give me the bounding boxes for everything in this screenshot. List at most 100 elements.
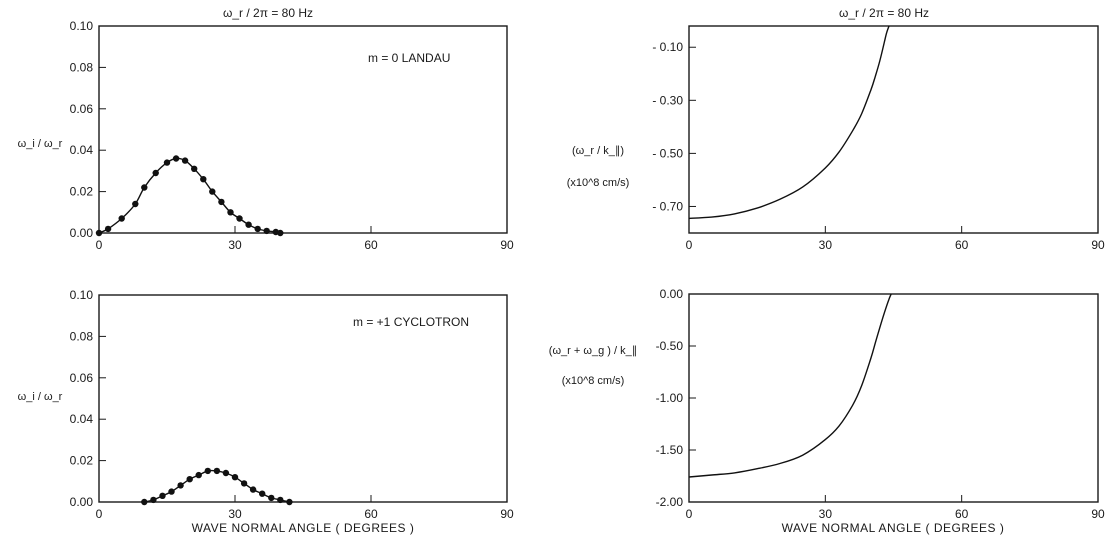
data-point [218,198,225,206]
y-tick-label: -2.00 [656,495,684,509]
data-point [159,492,166,499]
panel-resonance-velocity-ylabel-units: (x10^8 cm/s) [562,375,625,387]
panel-landau-curve [98,157,281,234]
x-tick-label: 30 [819,507,833,521]
data-point [191,165,198,172]
panel-resonance-velocity-xlabel: WAVE NORMAL ANGLE ( DEGREES ) [782,521,1005,535]
x-tick-label: 90 [500,238,514,252]
data-point [240,480,248,487]
data-point [118,215,125,222]
y-tick-label: 0.00 [70,226,94,240]
panel-resonance-velocity-x-ticks: 0 30 60 90 [686,495,1105,521]
x-tick-label: 0 [686,507,693,521]
data-point [172,155,180,162]
data-point [204,467,211,475]
panel-phase-velocity: ω_r / 2π = 80 Hz (ω_r / k_∥) (x10^8 cm/s… [567,6,1105,252]
panel-landau-x-ticks: 0 30 60 90 [96,226,514,252]
panel-cyclotron-curve [144,469,290,503]
y-tick-label: 0.00 [660,287,684,301]
y-tick-label: - 0.10 [652,40,683,54]
x-tick-label: 0 [96,238,103,252]
panel-cyclotron: m = +1 CYCLOTRON ω_i / ω_r 0.000.020.040… [18,288,514,535]
data-point [141,498,148,506]
panel-cyclotron-ylabel: ω_i / ω_r [18,391,63,403]
panel-resonance-velocity-curve [688,293,892,478]
data-point [249,486,257,493]
panel-landau-y-ticks: 0.00 0.02 0.04 0.06 0.08 0.10 [70,19,106,240]
y-tick-label: 0.06 [70,102,94,116]
data-point [259,490,266,497]
y-tick-label: 0.08 [70,60,94,74]
y-tick-label: 0.00 [70,495,94,509]
data-point [181,157,189,164]
data-point [186,476,193,483]
data-point [200,176,207,183]
x-tick-label: 0 [686,238,693,252]
y-tick-label: -1.00 [656,391,684,405]
panel-cyclotron-x-ticks: 0 30 60 90 [96,495,514,521]
data-point [227,209,234,216]
data-point [277,229,284,237]
y-tick-label: 0.08 [70,329,94,343]
panel-resonance-velocity-ylabel: (ω_r + ω_g ) / k_∥ [549,345,637,357]
panel-phase-velocity-curve [688,25,890,220]
data-point [263,227,270,235]
x-tick-label: 90 [1091,507,1105,521]
data-point [152,169,159,177]
data-point [141,184,148,191]
y-tick-label: 0.10 [70,19,94,33]
panel-phase-velocity-title: ω_r / 2π = 80 Hz [839,6,929,20]
x-tick-label: 60 [955,507,969,521]
x-tick-label: 30 [819,238,833,252]
data-point [132,200,139,208]
panel-phase-velocity-x-ticks: 0 30 60 90 [686,226,1105,252]
y-tick-label: -1.50 [656,443,684,457]
x-tick-label: 30 [228,507,242,521]
data-point [213,467,221,475]
y-tick-label: 0.02 [70,185,94,199]
y-tick-label: 0.02 [70,454,94,468]
panel-landau-ylabel: ω_i / ω_r [18,138,63,150]
data-point [231,474,239,481]
panel-resonance-velocity-y-ticks: 0.00 -0.50 -1.00 -1.50 -2.00 [656,287,696,509]
panel-resonance-velocity: (ω_r + ω_g ) / k_∥ (x10^8 cm/s) 0.00 -0.5… [549,287,1105,535]
data-point [150,496,157,504]
y-tick-label: -0.50 [656,339,684,353]
panel-phase-velocity-ylabel-units: (x10^8 cm/s) [567,177,630,189]
data-point [163,159,171,166]
y-tick-label: 0.04 [70,143,94,157]
y-tick-label: - 0.70 [652,199,683,213]
x-tick-label: 60 [364,238,378,252]
panel-phase-velocity-frame [688,25,1099,234]
panel-landau: ω_r / 2π = 80 Hz m = 0 LANDAU ω_i / ω_r … [18,6,514,252]
x-tick-label: 60 [955,238,969,252]
panel-phase-velocity-ylabel: (ω_r / k_∥) [572,145,624,157]
data-point [195,471,202,479]
data-point [209,188,216,195]
panel-landau-frame [98,25,508,234]
x-tick-label: 90 [500,507,514,521]
panel-landau-title: ω_r / 2π = 80 Hz [223,6,313,20]
x-tick-label: 30 [228,238,242,252]
data-point [222,469,230,477]
data-point [104,225,112,233]
panel-cyclotron-frame [98,294,508,503]
panel-phase-velocity-y-ticks: - 0.10 - 0.30 - 0.50 - 0.70 [652,40,696,213]
data-point [277,496,284,504]
x-tick-label: 60 [364,507,378,521]
data-point [95,229,103,237]
panel-landau-markers [95,155,284,237]
y-tick-label: 0.04 [70,412,94,426]
data-point [254,225,261,233]
data-point [168,488,175,495]
panel-cyclotron-markers [141,467,293,506]
data-point [286,498,293,506]
data-point [236,215,243,222]
x-tick-label: 90 [1091,238,1105,252]
x-tick-label: 0 [96,507,103,521]
data-point [177,482,184,489]
panel-cyclotron-xlabel: WAVE NORMAL ANGLE ( DEGREES ) [192,521,415,535]
y-tick-label: 0.06 [70,371,94,385]
panel-cyclotron-y-ticks: 0.00 0.02 0.04 0.06 0.08 0.10 [70,288,106,509]
